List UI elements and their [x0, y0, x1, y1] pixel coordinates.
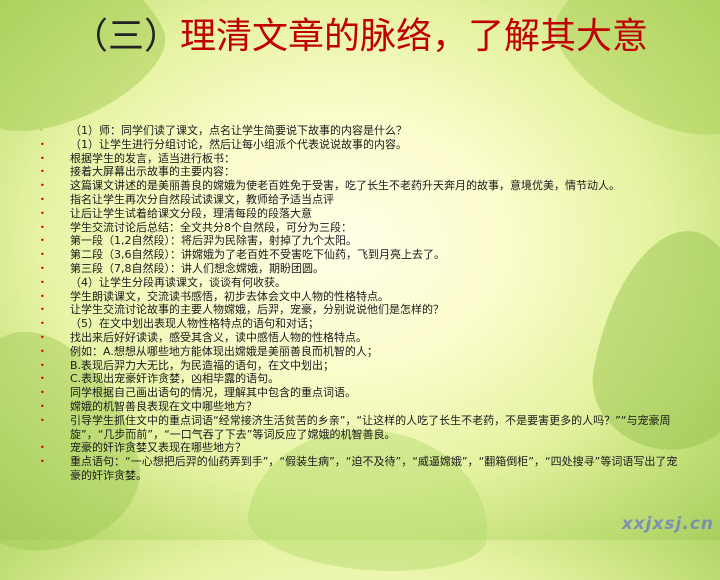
- list-item-text: （1）师：同学们读了课文，点名让学生简要说下故事的内容是什么？: [70, 124, 407, 137]
- list-item-text: 接着大屏幕出示故事的主要内容：: [70, 165, 235, 179]
- list-item: • 第三段（7,8自然段）：讲人们想念嫦娥，期盼团圆。: [40, 262, 680, 276]
- list-item-text: 第二段（3,6自然段）：讲嫦娥为了老百姓不受害吃下仙药，飞到月亮上去了。: [70, 248, 445, 262]
- list-item: • 嫦娥的机智善良表现在文中哪些地方？: [40, 400, 680, 414]
- bullet-icon: •: [40, 305, 45, 315]
- list-item: • 例如：A.想想从哪些地方能体现出嫦娥是美丽善良而机智的人；: [40, 345, 680, 359]
- list-item: • （5）在文中划出表现人物性格特点的语句和对话；: [40, 317, 680, 331]
- list-item-text: 这篇课文讲述的是美丽善良的嫦娥为使老百姓免于受害，吃了长生不老药升天奔月的故事，…: [70, 179, 620, 193]
- list-item: • 重点语句：“一心想把后羿的仙药弄到手”，“假装生病”，“迫不及待”，“威逼嫦娥…: [40, 455, 680, 483]
- list-item-text: 指名让学生再次分自然段试读课文，教师给予适当点评: [70, 192, 334, 206]
- title-prefix: （三）: [71, 16, 180, 57]
- list-item-text: 学生交流讨论后总结：全文共分8个自然段，可分为三段：: [70, 220, 352, 234]
- list-item: • 这篇课文讲述的是美丽善良的嫦娥为使老百姓免于受害，吃了长生不老药升天奔月的故事…: [40, 179, 680, 193]
- list-item-text: 例如：A.想想从哪些地方能体现出嫦娥是美丽善良而机智的人；: [70, 344, 378, 358]
- bullet-icon: •: [40, 443, 45, 453]
- bullet-icon: •: [40, 360, 45, 370]
- list-item: • 接着大屏幕出示故事的主要内容：: [40, 165, 680, 179]
- bullet-icon: •: [40, 222, 45, 232]
- bullet-icon: •: [40, 319, 45, 329]
- list-item: · （1）师：同学们读了课文，点名让学生简要说下故事的内容是什么？: [40, 124, 680, 138]
- list-item: • 学生交流讨论后总结：全文共分8个自然段，可分为三段：: [40, 221, 680, 235]
- list-item: • 第一段（1,2自然段）：将后羿为民除害，射掉了九个太阳。: [40, 234, 680, 248]
- list-item: • 学生朗读课文，交流读书感悟，初步去体会文中人物的性格特点。: [40, 290, 680, 304]
- list-item: • 让后让学生试着给课文分段，理清每段的段落大意: [40, 207, 680, 221]
- bullet-icon: •: [40, 346, 45, 356]
- list-item: • C.表现出宠豪奸诈贪婪，凶相毕露的语句。: [40, 372, 680, 386]
- list-item: • 引导学生抓住文中的重点词语“经常接济生活贫苦的乡亲”，“让这样的人吃了长生不老…: [40, 414, 680, 442]
- bullet-icon: •: [40, 277, 45, 287]
- bullet-icon: •: [40, 181, 45, 191]
- list-item: • 宠豪的奸诈贪婪又表现在哪些地方？: [40, 441, 680, 455]
- list-item-text: 让学生交流讨论故事的主要人物嫦娥，后羿，宠豪，分别说说他们是怎样的？: [70, 303, 444, 317]
- list-item-text: 第三段（7,8自然段）：讲人们想念嫦娥，期盼团圆。: [70, 261, 324, 275]
- list-item-text: （4）让学生分段再读课文，谈谈有何收获。: [70, 275, 286, 289]
- list-item-text: C.表现出宠豪奸诈贪婪，凶相毕露的语句。: [70, 372, 280, 386]
- bullet-icon: •: [40, 236, 45, 246]
- list-item-text: 嫦娥的机智善良表现在文中哪些地方？: [70, 399, 257, 413]
- bullet-list: · （1）师：同学们读了课文，点名让学生简要说下故事的内容是什么？ • （1）让学…: [40, 124, 680, 483]
- bullet-icon: •: [40, 374, 45, 384]
- bullet-icon: •: [40, 401, 45, 411]
- bullet-icon: •: [40, 153, 45, 163]
- title-main: 理清文章的脉络，了解其大意: [180, 16, 649, 57]
- list-item: • （4）让学生分段再读课文，谈谈有何收获。: [40, 276, 680, 290]
- bullet-icon: •: [40, 388, 45, 398]
- watermark-logo: xxjxsj.cn: [621, 514, 714, 534]
- list-item-text: （5）在文中划出表现人物性格特点的语句和对话；: [70, 317, 319, 331]
- list-item: • （1）让学生进行分组讨论，然后让每小组派个代表说说故事的内容。: [40, 138, 680, 152]
- list-item: • 同学根据自己画出语句的情况，理解其中包含的重点词语。: [40, 386, 680, 400]
- list-item-text: 重点语句：“一心想把后羿的仙药弄到手”，“假装生病”，“迫不及待”，“威逼嫦娥”…: [70, 455, 678, 482]
- bullet-icon: •: [40, 332, 45, 342]
- list-item-text: 第一段（1,2自然段）：将后羿为民除害，射掉了九个太阳。: [70, 234, 357, 248]
- list-item-text: 找出来后好好读读，感受其含义，读中感悟人物的性格特点。: [70, 330, 367, 344]
- bullet-icon: •: [40, 167, 45, 177]
- bullet-icon: •: [40, 250, 45, 260]
- list-item-text: （1）让学生进行分组讨论，然后让每小组派个代表说说故事的内容。: [70, 137, 407, 151]
- bullet-icon: •: [40, 208, 45, 218]
- bullet-icon: •: [40, 457, 45, 467]
- bullet-icon: ·: [40, 126, 43, 135]
- list-item: • 指名让学生再次分自然段试读课文，教师给予适当点评: [40, 193, 680, 207]
- list-item-text: 宠豪的奸诈贪婪又表现在哪些地方？: [70, 441, 246, 455]
- bullet-icon: •: [40, 263, 45, 273]
- list-item-text: 学生朗读课文，交流读书感悟，初步去体会文中人物的性格特点。: [70, 289, 389, 303]
- bullet-icon: •: [40, 194, 45, 204]
- bullet-icon: •: [40, 291, 45, 301]
- bullet-icon: •: [40, 415, 45, 425]
- list-item-text: 引导学生抓住文中的重点词语“经常接济生活贫苦的乡亲”，“让这样的人吃了长生不老药…: [70, 413, 671, 441]
- bullet-icon: •: [40, 139, 45, 149]
- list-item: • 找出来后好好读读，感受其含义，读中感悟人物的性格特点。: [40, 331, 680, 345]
- list-item-text: B.表现后羿力大无比，为民造福的语句，在文中划出；: [70, 358, 335, 372]
- list-item: • B.表现后羿力大无比，为民造福的语句，在文中划出；: [40, 359, 680, 373]
- list-item: • 第二段（3,6自然段）：讲嫦娥为了老百姓不受害吃下仙药，飞到月亮上去了。: [40, 248, 680, 262]
- list-item-text: 同学根据自己画出语句的情况，理解其中包含的重点词语。: [70, 386, 356, 400]
- list-item-text: 根据学生的发言，适当进行板书：: [70, 151, 235, 165]
- list-item: • 根据学生的发言，适当进行板书：: [40, 152, 680, 166]
- slide-title: （三）理清文章的脉络，了解其大意: [40, 14, 680, 60]
- list-item: • 让学生交流讨论故事的主要人物嫦娥，后羿，宠豪，分别说说他们是怎样的？: [40, 303, 680, 317]
- list-item-text: 让后让学生试着给课文分段，理清每段的段落大意: [70, 206, 312, 220]
